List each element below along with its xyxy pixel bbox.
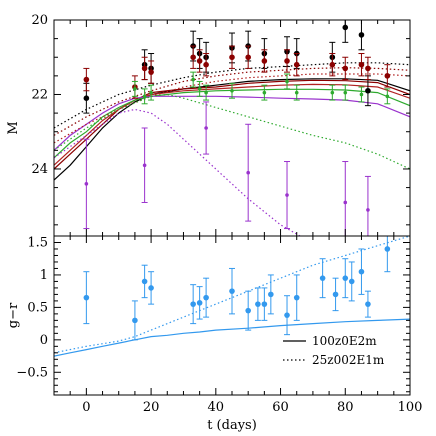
data-point [284, 58, 290, 64]
x-tick-label: 20 [143, 400, 160, 415]
data-point [204, 126, 208, 130]
y-tick-label: 1 [40, 268, 48, 283]
data-point [245, 307, 251, 314]
data-point [384, 246, 391, 252]
solid-model-curve [54, 88, 410, 159]
data-point [365, 87, 371, 94]
data-point [342, 65, 349, 72]
top-panel: 20 22 24 M [6, 13, 411, 237]
data-point [141, 65, 148, 72]
data-point [284, 312, 290, 318]
data-point [190, 54, 196, 61]
data-point [148, 285, 154, 291]
data-point [83, 294, 90, 301]
data-point [348, 278, 355, 285]
y-tick-label: 1.5 [27, 235, 48, 250]
x-tick-label: 100 [398, 400, 423, 415]
data-point [285, 79, 289, 84]
data-point [142, 94, 147, 99]
y-tick-label: 20 [31, 13, 48, 28]
data-point [230, 88, 234, 93]
data-point [142, 163, 147, 168]
y-tick-label: 22 [31, 87, 48, 102]
dotted-model-curve [54, 62, 410, 129]
data-point [133, 87, 137, 91]
data-point [83, 76, 90, 83]
solid-model-curve [54, 79, 410, 170]
x-axis-label: t (days) [207, 418, 257, 433]
data-point [285, 193, 289, 197]
data-point [294, 90, 299, 95]
data-point [196, 300, 203, 306]
plot-area [54, 20, 410, 236]
x-tick-label: 0 [82, 400, 90, 415]
x-tick-label: 60 [272, 400, 289, 415]
data-point [261, 58, 268, 64]
data-point [191, 77, 195, 82]
data-point [197, 87, 202, 91]
data-point [293, 294, 300, 301]
data-point [358, 268, 365, 275]
data-point [203, 294, 209, 301]
data-point [262, 90, 267, 95]
data-point [319, 275, 326, 281]
data-point [141, 278, 148, 285]
x-tick-label: 40 [208, 400, 225, 415]
y-axis-label: g−r [6, 302, 21, 328]
data-point [149, 90, 153, 95]
data-point [268, 291, 274, 298]
data-point [365, 65, 371, 72]
data-point [245, 54, 251, 61]
data-point [132, 317, 138, 324]
data-point [196, 58, 203, 64]
data-point [366, 208, 370, 212]
data-point [204, 90, 208, 95]
dotted-model-curve [54, 93, 410, 170]
data-point [293, 61, 300, 68]
bottom-panel: −0.5 0 0.5 1 1.5 g−r 0 20 40 60 80 100 t (days) 100z0… [6, 235, 423, 433]
data-point [343, 200, 348, 205]
dotted-model-curve [54, 108, 302, 236]
data-point [342, 24, 349, 31]
data-point [148, 69, 154, 75]
dotted-model-curve [54, 236, 410, 354]
data-point [229, 288, 235, 294]
data-point [359, 92, 364, 97]
legend-label: 100z0E2m [312, 334, 377, 348]
solid-model-curve [54, 83, 410, 166]
data-point [385, 94, 390, 99]
y-tick-label: 0.5 [27, 300, 48, 315]
data-point [84, 182, 89, 186]
solid-model-curve [54, 318, 410, 357]
data-point [261, 301, 268, 307]
panel-frame [53, 235, 411, 396]
data-point [358, 32, 365, 38]
data-point [384, 73, 391, 79]
data-point [330, 90, 335, 95]
legend: 100z0E2m 25z002E1m [283, 334, 385, 367]
data-point [332, 291, 339, 298]
y-tick-label: 24 [31, 162, 48, 177]
data-point [342, 275, 349, 281]
y-axis-label: M [6, 121, 21, 134]
data-point [329, 61, 336, 68]
data-point [190, 301, 196, 307]
x-tick-label: 80 [337, 400, 354, 415]
data-point [203, 61, 209, 68]
data-point [365, 301, 371, 307]
data-point [83, 95, 90, 102]
y-tick-label: −0.5 [16, 365, 48, 380]
data-point [229, 54, 235, 61]
data-point [343, 90, 348, 95]
dotted-model-curve [54, 67, 410, 136]
data-point [358, 61, 365, 68]
y-tick-label: 0 [40, 333, 48, 348]
data-point [246, 170, 250, 175]
legend-label: 25z002E1m [312, 353, 385, 367]
data-point [255, 301, 261, 307]
plot-area [54, 236, 410, 357]
